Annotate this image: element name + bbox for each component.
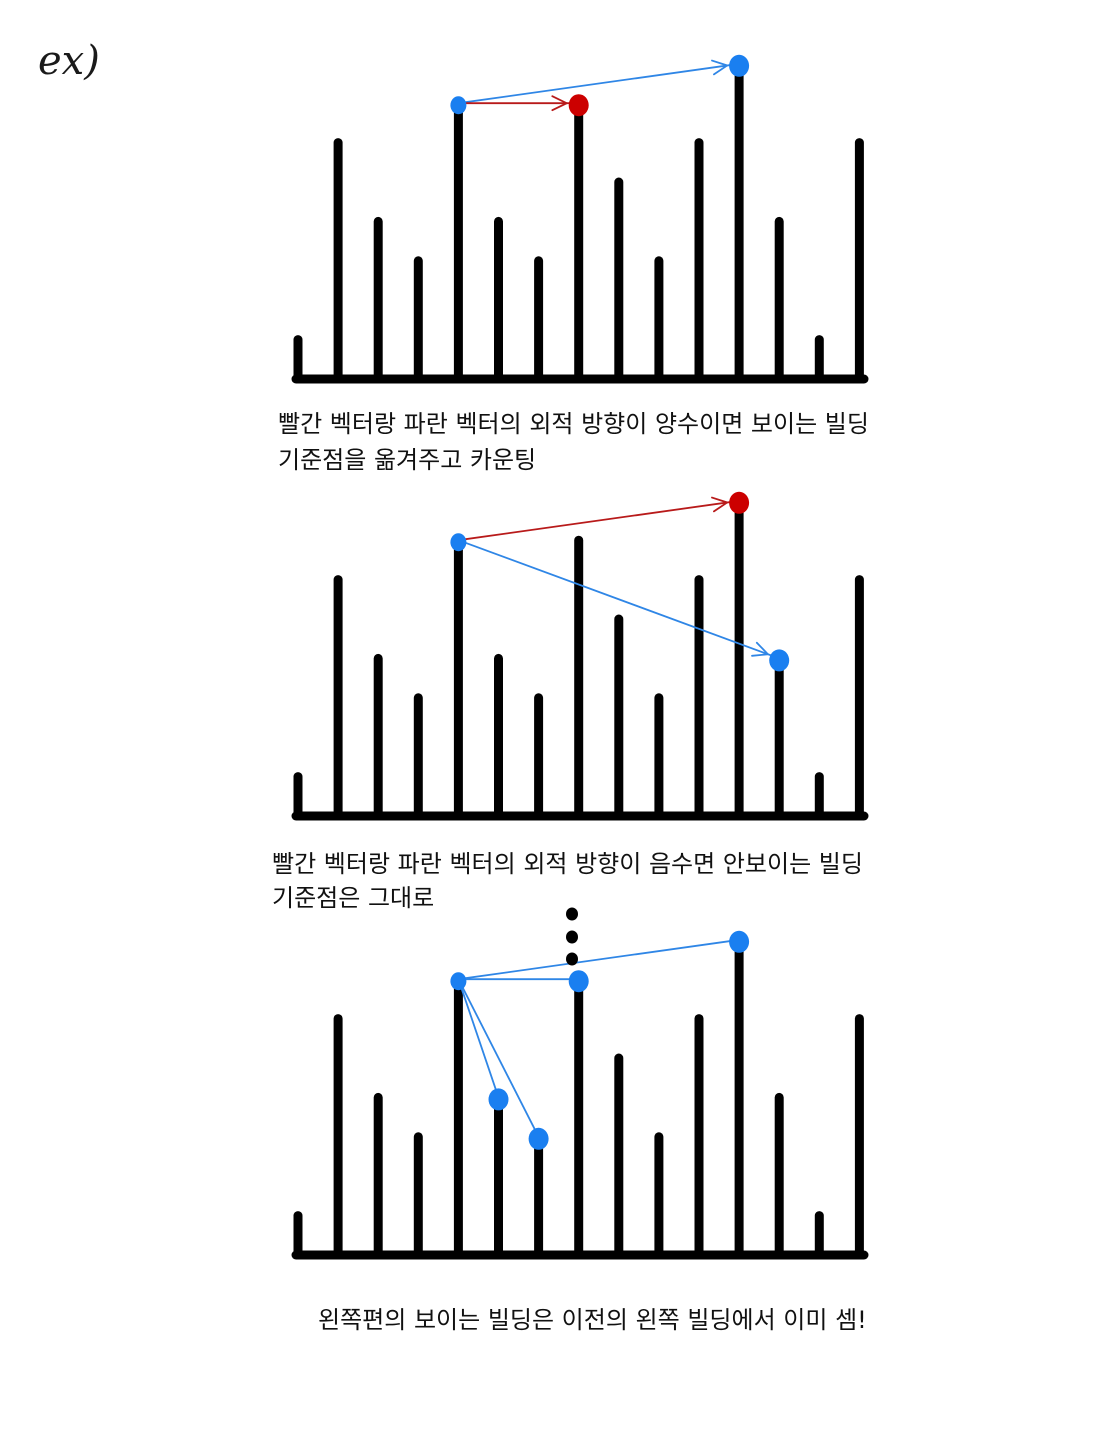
panel-negative-cross-product [291,491,869,821]
ellipsis-dot-1 [566,907,578,921]
example-label: ex) [38,38,100,84]
caption-panel-2-line-1: 빨간 벡터랑 파란 벡터의 외적 방향이 음수면 안보이는 빌딩 [272,850,863,878]
blue-point-building-5 [450,972,467,991]
blue-arrowhead-1 [711,59,730,76]
ellipsis-dot-2 [566,930,578,944]
blue-point-building-13 [769,649,790,672]
caption-panel-3-line-1: 왼쪽편의 보이는 빌딩은 이전의 왼쪽 빌딩에서 이미 셈! [318,1306,867,1334]
red-point-building-12 [729,491,750,514]
caption-panel-1-line-2: 기준점을 옮겨주고 카운팅 [278,446,537,474]
red-arrowhead-1 [711,496,730,513]
blue-point-building-7 [528,1127,549,1150]
blue-vector-1 [458,938,740,981]
blue-vector-4 [457,978,540,1138]
blue-point-building-6 [488,1088,509,1111]
blue-point-building-8 [568,970,589,993]
blue-point-building-12 [729,54,750,77]
blue-vector-1 [458,62,740,105]
blue-vector-2 [458,539,780,660]
blue-vector-3 [457,978,500,1098]
caption-panel-2-line-2: 기준점은 그대로 [272,884,435,912]
blue-point-building-12 [729,930,750,953]
blue-point-building-5 [450,96,467,115]
red-vector-1 [458,499,740,542]
blue-point-building-5 [450,533,467,552]
red-point-building-8 [568,94,589,117]
ellipsis-dots [566,907,578,966]
red-arrowhead-2 [551,95,569,112]
caption-panel-1-line-1: 빨간 벡터랑 파란 벡터의 외적 방향이 양수이면 보이는 빌딩 [278,410,869,438]
panel-positive-cross-product [291,54,869,384]
blue-arrowhead-2 [751,641,770,657]
panel-left-already-counted [291,930,869,1260]
ellipsis-dot-3 [566,952,578,966]
